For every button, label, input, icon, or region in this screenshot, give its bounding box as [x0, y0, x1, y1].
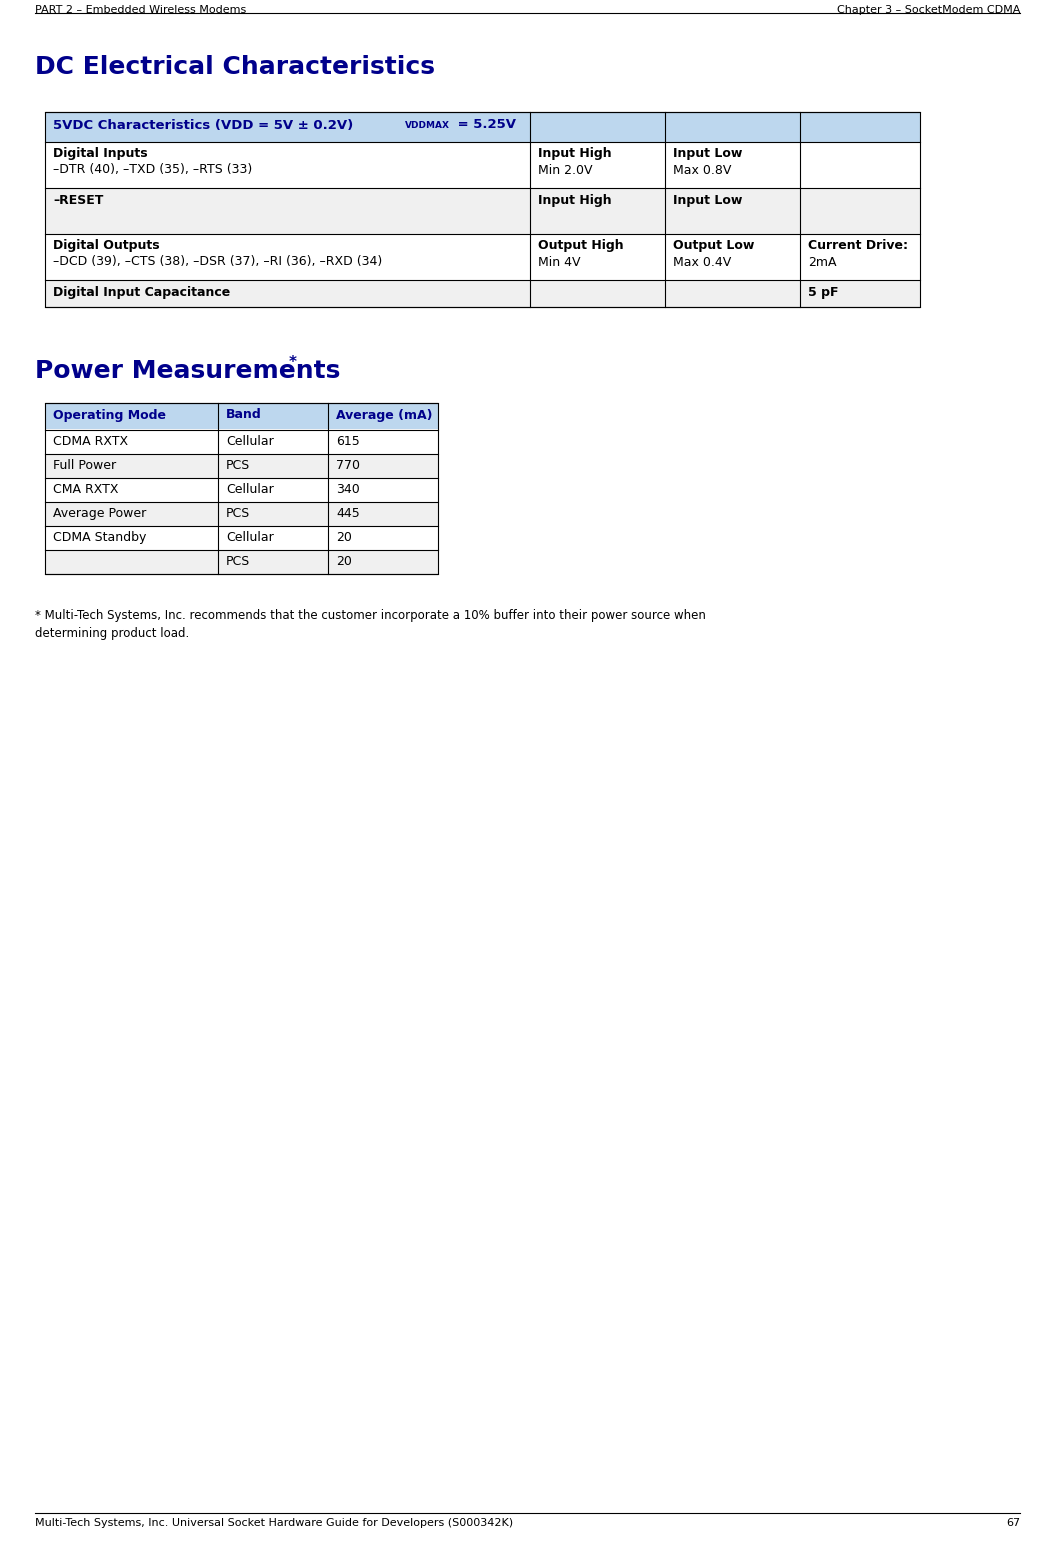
Text: Input High: Input High: [538, 194, 612, 206]
Text: 5 pF: 5 pF: [808, 287, 838, 299]
Text: –RESET: –RESET: [53, 194, 104, 206]
Text: DC Electrical Characteristics: DC Electrical Characteristics: [35, 55, 435, 79]
Text: 770: 770: [336, 459, 360, 472]
Bar: [45, 478, 438, 501]
Bar: [45, 279, 920, 307]
Text: Multi-Tech Systems, Inc. Universal Socket Hardware Guide for Developers (S000342: Multi-Tech Systems, Inc. Universal Socke…: [35, 1518, 513, 1529]
Bar: [45, 453, 438, 478]
Text: Input High: Input High: [538, 146, 612, 160]
Text: Power Measurements: Power Measurements: [35, 359, 340, 382]
Text: CDMA RXTX: CDMA RXTX: [53, 435, 128, 448]
Text: Digital Outputs: Digital Outputs: [53, 239, 160, 253]
Text: Average (mA): Average (mA): [336, 408, 432, 422]
Text: Output High: Output High: [538, 239, 624, 253]
Text: Cellular: Cellular: [226, 482, 274, 496]
Bar: [45, 142, 920, 188]
Text: CDMA Standby: CDMA Standby: [53, 532, 146, 544]
Text: 20: 20: [336, 555, 352, 569]
Text: Digital Input Capacitance: Digital Input Capacitance: [53, 287, 230, 299]
Text: Current Drive:: Current Drive:: [808, 239, 908, 253]
Text: Output Low: Output Low: [673, 239, 755, 253]
Text: CMA RXTX: CMA RXTX: [53, 482, 118, 496]
Text: = 5.25V: = 5.25V: [453, 119, 516, 131]
Text: Chapter 3 – SocketModem CDMA: Chapter 3 – SocketModem CDMA: [837, 5, 1020, 15]
Text: Max 0.4V: Max 0.4V: [673, 256, 731, 268]
Text: Cellular: Cellular: [226, 532, 274, 544]
Text: 67: 67: [1006, 1518, 1020, 1529]
Text: PART 2 – Embedded Wireless Modems: PART 2 – Embedded Wireless Modems: [35, 5, 246, 15]
Bar: [45, 550, 438, 573]
Text: –DCD (39), –CTS (38), –DSR (37), –RI (36), –RXD (34): –DCD (39), –CTS (38), –DSR (37), –RI (36…: [53, 256, 383, 268]
Text: 340: 340: [336, 482, 359, 496]
Text: PCS: PCS: [226, 507, 251, 519]
Text: –DTR (40), –TXD (35), –RTS (33): –DTR (40), –TXD (35), –RTS (33): [53, 163, 253, 177]
Text: 615: 615: [336, 435, 359, 448]
Text: VDDMAX: VDDMAX: [405, 122, 450, 131]
Text: Full Power: Full Power: [53, 459, 116, 472]
Text: Digital Inputs: Digital Inputs: [53, 146, 148, 160]
Text: Input Low: Input Low: [673, 146, 742, 160]
Text: Min 4V: Min 4V: [538, 256, 580, 268]
Bar: [45, 112, 920, 142]
Text: Average Power: Average Power: [53, 507, 146, 519]
Text: PCS: PCS: [226, 555, 251, 569]
Bar: [45, 525, 438, 550]
Text: Min 2.0V: Min 2.0V: [538, 163, 593, 177]
Text: *: *: [289, 354, 297, 370]
Bar: [45, 430, 438, 453]
Bar: [45, 188, 920, 234]
Text: Band: Band: [226, 408, 262, 422]
Bar: [45, 234, 920, 279]
Text: Input Low: Input Low: [673, 194, 742, 206]
Text: 2mA: 2mA: [808, 256, 836, 268]
Text: 20: 20: [336, 532, 352, 544]
Bar: [45, 402, 438, 573]
Text: 445: 445: [336, 507, 359, 519]
Text: * Multi-Tech Systems, Inc. recommends that the customer incorporate a 10% buffer: * Multi-Tech Systems, Inc. recommends th…: [35, 609, 706, 621]
Bar: [45, 402, 438, 430]
Bar: [45, 112, 920, 307]
Text: Max 0.8V: Max 0.8V: [673, 163, 731, 177]
Text: Cellular: Cellular: [226, 435, 274, 448]
Text: Operating Mode: Operating Mode: [53, 408, 166, 422]
Text: 5VDC Characteristics (VDD = 5V ± 0.2V): 5VDC Characteristics (VDD = 5V ± 0.2V): [53, 119, 353, 131]
Bar: [45, 501, 438, 525]
Text: PCS: PCS: [226, 459, 251, 472]
Text: determining product load.: determining product load.: [35, 627, 189, 640]
